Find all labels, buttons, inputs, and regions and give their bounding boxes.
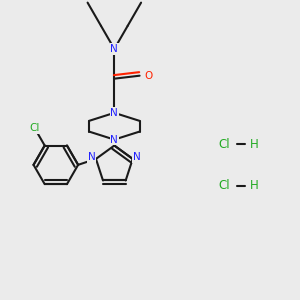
- Text: H: H: [250, 179, 258, 192]
- Text: N: N: [110, 108, 118, 118]
- Text: N: N: [133, 152, 141, 162]
- Text: N: N: [88, 152, 95, 162]
- Text: O: O: [144, 71, 153, 81]
- Text: N: N: [110, 108, 118, 118]
- Text: N: N: [110, 44, 118, 54]
- Text: N: N: [110, 135, 118, 145]
- Text: H: H: [250, 138, 258, 151]
- Text: Cl: Cl: [218, 138, 230, 151]
- Text: Cl: Cl: [218, 179, 230, 192]
- Text: Cl: Cl: [30, 123, 40, 134]
